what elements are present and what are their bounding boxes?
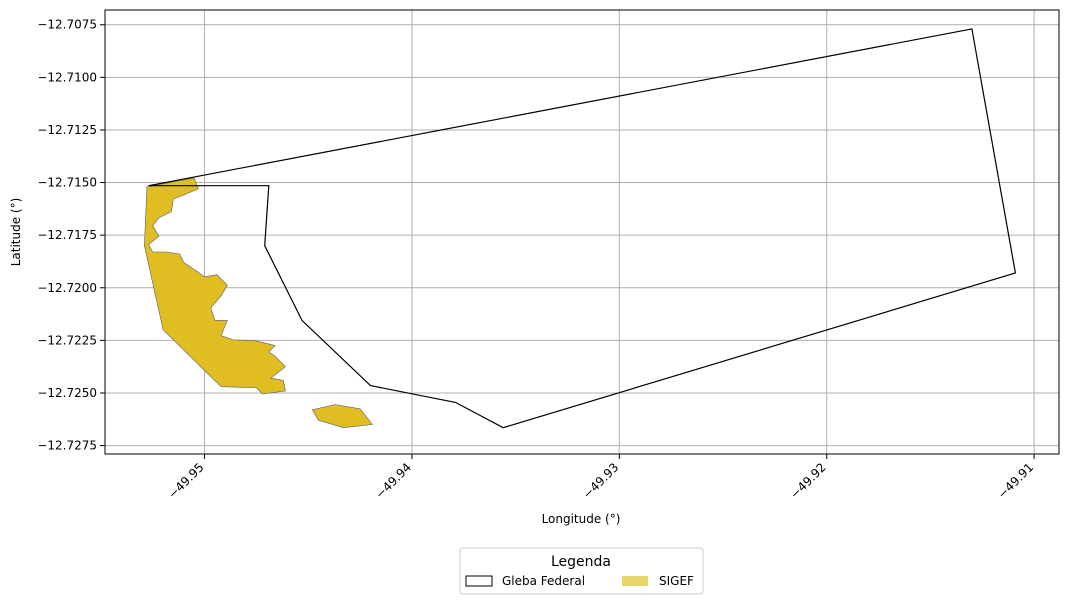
x-tick-label: −49.91 — [995, 460, 1036, 501]
y-axis-label: Latitude (°) — [9, 198, 23, 267]
y-tick-label: −12.7225 — [37, 333, 97, 347]
y-tick-label: −12.7100 — [37, 70, 97, 84]
sigef-parcel — [144, 177, 286, 395]
grid-lines — [105, 10, 1059, 454]
legend-label-sigef: SIGEF — [659, 574, 694, 588]
legend-label-gleba: Gleba Federal — [502, 574, 585, 588]
y-tick-label: −12.7075 — [37, 18, 97, 32]
legend-swatch-sigef — [622, 576, 648, 586]
x-tick-label: −49.95 — [165, 460, 206, 501]
x-axis-label: Longitude (°) — [542, 512, 621, 526]
x-tick-label: −49.93 — [580, 460, 621, 501]
legend: Legenda Gleba Federal SIGEF — [459, 547, 704, 595]
map-layers — [144, 28, 1017, 429]
sigef-parcel — [312, 404, 373, 429]
y-tick-label: −12.7200 — [37, 281, 97, 295]
y-tick-label: −12.7275 — [37, 439, 97, 453]
axis-ticks: −49.95 −49.94 −49.93 −49.92 −49.91 −12.7075 −1… — [37, 18, 1036, 502]
x-tick-label: −49.92 — [788, 460, 829, 501]
gleba-federal-boundary — [148, 28, 1017, 429]
y-tick-label: −12.7250 — [37, 386, 97, 400]
x-tick-label: −49.94 — [373, 460, 414, 501]
legend-swatch-gleba — [465, 575, 493, 587]
legend-title: Legenda — [551, 554, 611, 570]
y-tick-label: −12.7150 — [37, 176, 97, 190]
y-tick-label: −12.7125 — [37, 123, 97, 137]
y-tick-label: −12.7175 — [37, 228, 97, 242]
plot-frame — [104, 9, 1060, 455]
